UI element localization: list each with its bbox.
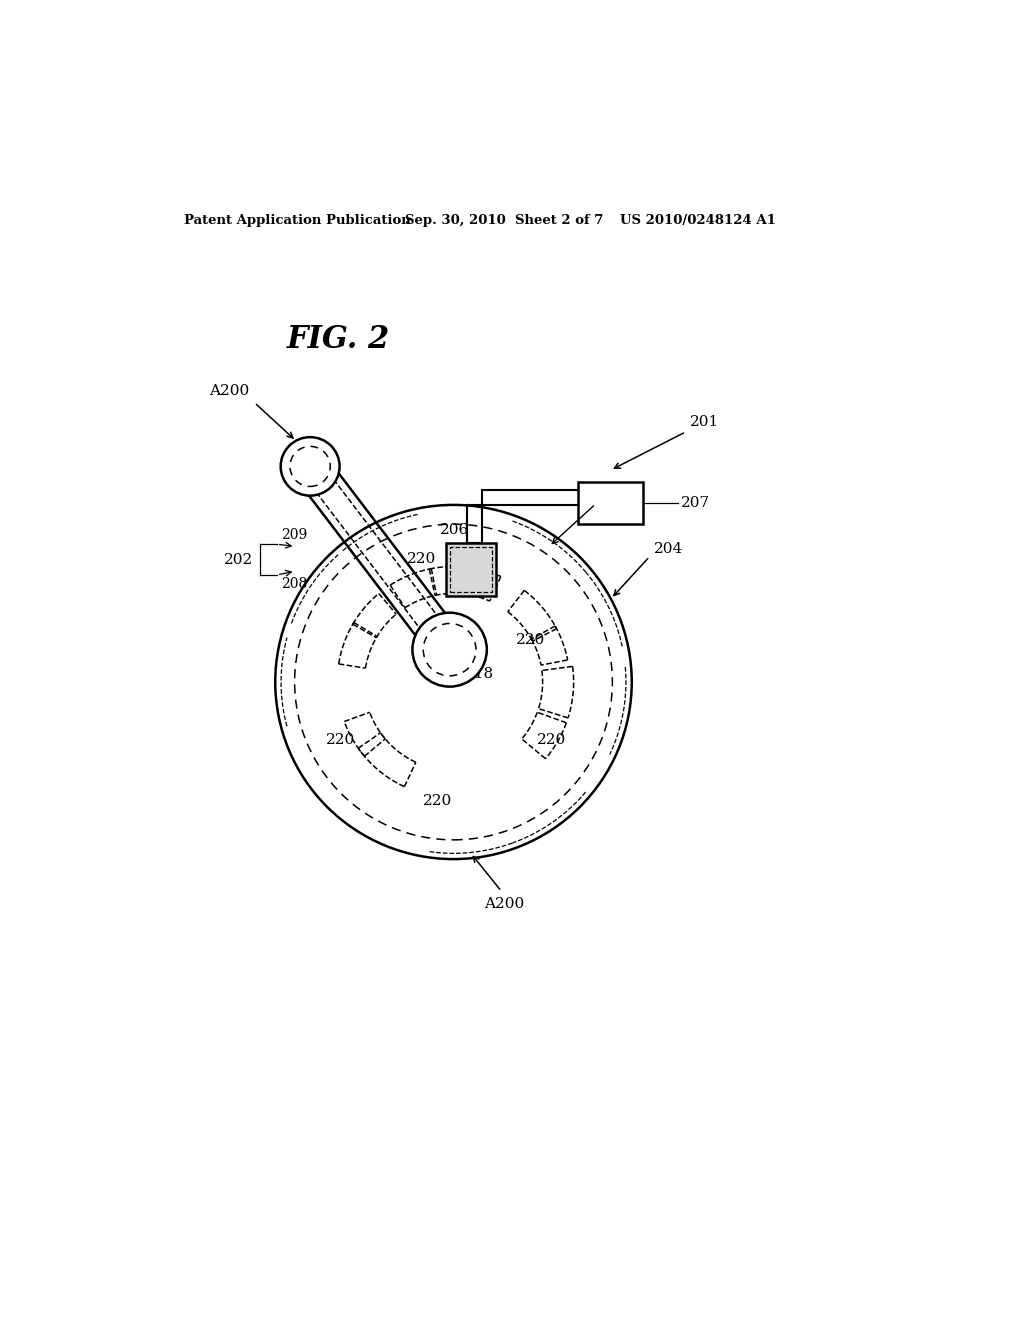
Bar: [578, 482, 643, 524]
Circle shape: [413, 612, 486, 686]
Text: FIG. 2: FIG. 2: [287, 323, 390, 355]
Text: 208: 208: [281, 577, 307, 591]
Text: 209: 209: [281, 528, 307, 543]
Text: 218: 218: [465, 668, 495, 681]
Text: A200: A200: [484, 896, 524, 911]
Text: A200: A200: [210, 384, 250, 397]
Bar: [450, 548, 493, 591]
Text: 220: 220: [515, 632, 545, 647]
Bar: [445, 544, 496, 595]
Text: 202: 202: [224, 553, 254, 566]
Text: 204: 204: [653, 541, 683, 556]
Text: Sep. 30, 2010  Sheet 2 of 7: Sep. 30, 2010 Sheet 2 of 7: [406, 214, 604, 227]
Text: 220: 220: [423, 795, 453, 808]
Text: US 2010/0248124 A1: US 2010/0248124 A1: [621, 214, 776, 227]
Text: 220: 220: [407, 552, 436, 566]
Text: 207: 207: [681, 496, 710, 510]
Text: 201: 201: [690, 414, 719, 429]
Text: 220: 220: [326, 733, 355, 747]
Circle shape: [275, 506, 632, 859]
Text: 219: 219: [598, 490, 627, 503]
Text: 206: 206: [439, 523, 469, 536]
Circle shape: [281, 437, 340, 496]
Text: 220: 220: [538, 733, 566, 747]
Text: Patent Application Publication: Patent Application Publication: [183, 214, 411, 227]
